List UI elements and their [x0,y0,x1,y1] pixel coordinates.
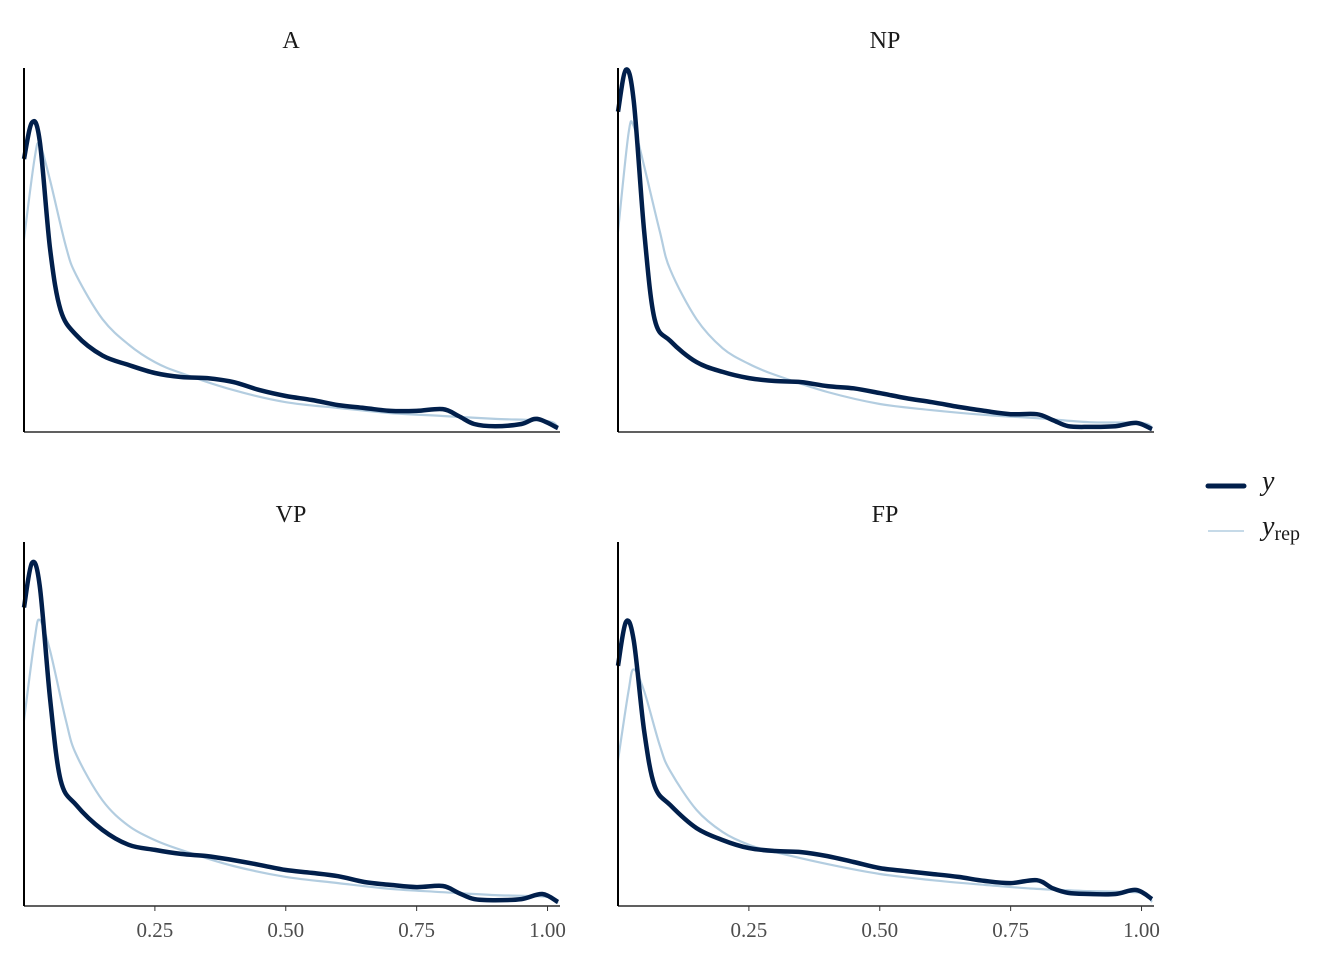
density-line-y [21,118,559,431]
density-line-y [615,67,1153,432]
panel-fp: FP 0.25 0.50 0.75 1.00 [615,502,1160,942]
x-tick-label: 0.75 [992,918,1029,942]
panel-np: NP [615,28,1154,433]
legend-label-y: y [1259,466,1275,497]
legend: y yrep [1205,466,1300,545]
x-tick-label: 1.00 [1123,918,1160,942]
x-tick-label: 0.50 [861,918,898,942]
panel-title: VP [276,502,307,528]
density-line-y [21,559,560,905]
density-line-y [615,618,1154,902]
panel-vp: VP 0.25 0.50 0.75 1.00 [21,502,566,942]
x-tick-label: 0.75 [398,918,435,942]
x-tick-label: 0.25 [137,918,174,942]
legend-label-yrep: yrep [1259,511,1300,545]
panel-a: A [21,28,560,433]
panel-title: FP [872,502,899,528]
panel-title: NP [870,28,901,54]
density-line-yrep [22,618,559,905]
x-tick-label: 0.25 [731,918,768,942]
panel-title: A [282,28,300,54]
x-tick-label: 0.50 [267,918,304,942]
x-tick-label: 1.00 [529,918,566,942]
density-line-yrep [616,120,1153,429]
density-line-yrep [22,141,559,429]
